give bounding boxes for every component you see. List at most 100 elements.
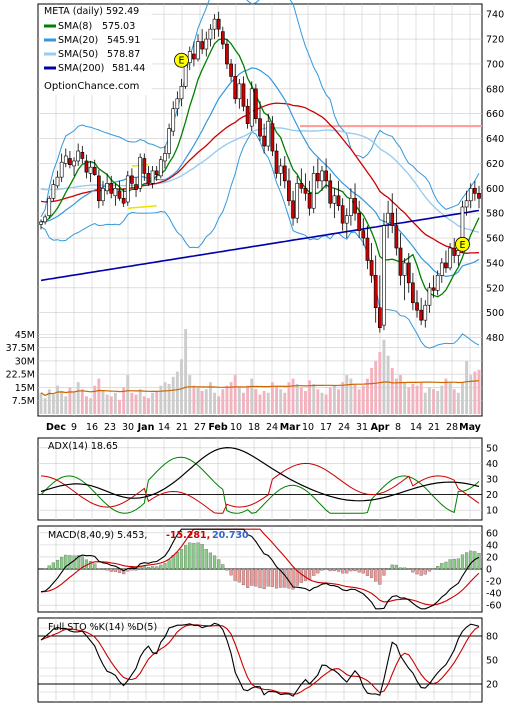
macd-tick-2: 20 bbox=[486, 552, 498, 563]
candle-body-42 bbox=[213, 19, 216, 29]
candle-body-78 bbox=[362, 231, 365, 238]
date-label-3: 23 bbox=[104, 422, 116, 433]
candle-body-26 bbox=[147, 173, 150, 183]
candle-body-65 bbox=[308, 193, 311, 208]
macd-hist-bar-70 bbox=[329, 569, 332, 571]
candle-body-8 bbox=[73, 161, 76, 166]
candle-body-48 bbox=[238, 84, 241, 99]
candle-body-92 bbox=[420, 310, 423, 320]
macd-hist-bar-17 bbox=[110, 569, 113, 572]
candle-body-44 bbox=[221, 32, 224, 44]
macd-hist-bar-18 bbox=[114, 569, 117, 572]
volume-bar-48 bbox=[238, 387, 241, 414]
candle-body-66 bbox=[312, 173, 315, 208]
candle-body-50 bbox=[246, 106, 249, 123]
volume-bar-80 bbox=[370, 368, 373, 414]
macd-hist-bar-69 bbox=[325, 569, 328, 570]
volume-bar-47 bbox=[234, 375, 237, 414]
volume-tick-4: 15M bbox=[15, 383, 35, 394]
macd-hist-bar-44 bbox=[221, 564, 224, 569]
candle-body-3 bbox=[52, 185, 55, 199]
candle-body-52 bbox=[254, 89, 257, 119]
date-label-1: 9 bbox=[71, 422, 77, 433]
candle-body-76 bbox=[353, 198, 356, 213]
macd-hist-bar-101 bbox=[457, 559, 460, 569]
volume-bar-9 bbox=[77, 382, 80, 414]
candle-body-43 bbox=[217, 19, 220, 29]
adx-tick-3: 20 bbox=[486, 490, 498, 501]
volume-tick-3: 22.5M bbox=[6, 370, 35, 381]
macd-hist-bar-22 bbox=[130, 569, 133, 570]
candle-body-104 bbox=[469, 188, 472, 200]
volume-bar-83 bbox=[383, 340, 386, 414]
candle-body-62 bbox=[296, 183, 299, 218]
volume-bar-10 bbox=[81, 389, 84, 414]
candle-body-9 bbox=[77, 151, 80, 161]
date-label-0: Dec bbox=[46, 422, 66, 433]
candle-body-80 bbox=[370, 260, 373, 275]
volume-tick-1: 37.5M bbox=[6, 343, 35, 354]
legend-name-sma8: SMA(8) bbox=[58, 21, 92, 32]
macd-hist-bar-39 bbox=[201, 544, 204, 569]
macd-hist-bar-80 bbox=[370, 569, 373, 578]
candle-body-68 bbox=[320, 171, 323, 181]
volume-bar-94 bbox=[428, 387, 431, 414]
candle-body-27 bbox=[151, 171, 154, 183]
macd-hist-bar-94 bbox=[428, 569, 431, 571]
volume-bar-100 bbox=[453, 389, 456, 414]
volume-bar-32 bbox=[172, 377, 175, 414]
watermark: OptionChance.com bbox=[44, 81, 139, 92]
macd-hist-bar-72 bbox=[337, 569, 340, 572]
macd-hist-bar-84 bbox=[387, 568, 390, 569]
macd-hist-bar-106 bbox=[478, 553, 481, 569]
volume-bar-23 bbox=[135, 395, 138, 414]
volume-bar-26 bbox=[147, 398, 150, 414]
candle-body-47 bbox=[234, 76, 237, 98]
date-label-11: 18 bbox=[248, 422, 260, 433]
macd-hist-bar-89 bbox=[407, 569, 410, 570]
candle-body-55 bbox=[267, 121, 270, 146]
macd-tick-4: -20 bbox=[486, 577, 502, 588]
legend-value-sma50: 578.87 bbox=[107, 49, 140, 60]
volume-bar-106 bbox=[478, 370, 481, 414]
volume-bar-18 bbox=[114, 393, 117, 414]
volume-bar-90 bbox=[411, 384, 414, 414]
volume-bar-24 bbox=[139, 389, 142, 414]
price-tick-12: 500 bbox=[486, 308, 504, 319]
price-tick-3: 680 bbox=[486, 84, 504, 95]
price-tick-6: 620 bbox=[486, 159, 504, 170]
candle-body-11 bbox=[85, 161, 88, 172]
candle-body-75 bbox=[349, 198, 352, 215]
date-label-7: 21 bbox=[176, 422, 188, 433]
candle-body-19 bbox=[118, 191, 121, 198]
legend-value-sma200: 581.44 bbox=[112, 63, 145, 74]
volume-bar-81 bbox=[374, 361, 377, 414]
volume-bar-58 bbox=[279, 389, 282, 414]
macd-hist-bar-90 bbox=[411, 569, 414, 572]
candle-body-88 bbox=[403, 263, 406, 275]
candle-body-32 bbox=[172, 109, 175, 131]
macd-hist-bar-13 bbox=[93, 564, 96, 569]
macd-hist-bar-57 bbox=[275, 569, 278, 588]
volume-bar-67 bbox=[316, 389, 319, 414]
candle-body-72 bbox=[337, 196, 340, 206]
candle-body-98 bbox=[444, 263, 447, 268]
date-label-17: 31 bbox=[356, 422, 368, 433]
volume-bar-8 bbox=[73, 393, 76, 414]
legend-name-sma200: SMA(200) bbox=[58, 63, 104, 74]
legend-name-sma20: SMA(20) bbox=[58, 35, 98, 46]
macd-hist-bar-23 bbox=[135, 569, 138, 570]
price-tick-5: 640 bbox=[486, 134, 504, 145]
candle-body-24 bbox=[139, 157, 142, 188]
macd-hist-bar-76 bbox=[354, 569, 357, 571]
volume-bar-73 bbox=[341, 382, 344, 414]
price-tick-9: 560 bbox=[486, 234, 504, 245]
macd-hist-bar-50 bbox=[246, 569, 249, 588]
macd-hist-bar-36 bbox=[188, 543, 191, 569]
candle-body-23 bbox=[134, 185, 137, 190]
candle-body-10 bbox=[81, 152, 84, 158]
macd-hist-bar-65 bbox=[308, 569, 311, 580]
volume-bar-35 bbox=[184, 329, 187, 414]
volume-bar-62 bbox=[296, 384, 299, 414]
volume-bar-29 bbox=[159, 386, 162, 414]
